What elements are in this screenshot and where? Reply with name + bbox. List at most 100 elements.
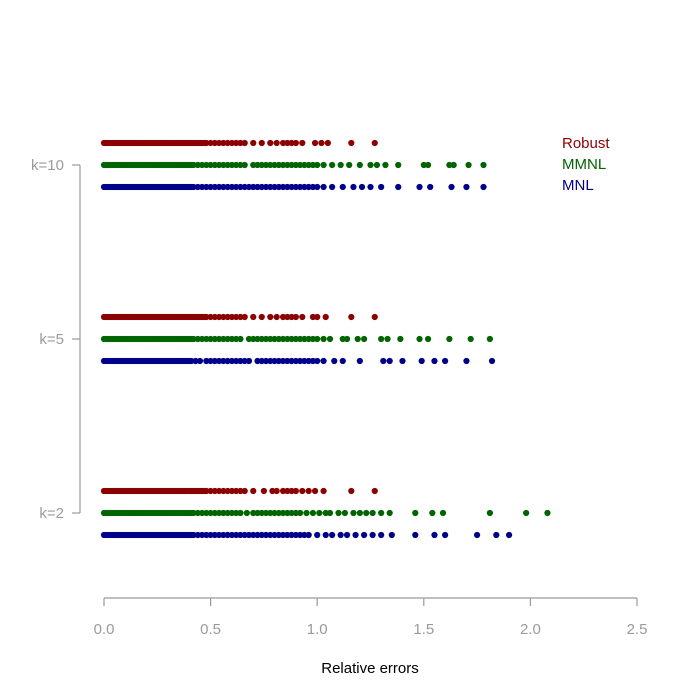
data-point [220,509,227,517]
data-point [352,531,359,539]
data-point [267,335,274,343]
legend-entry-mmnl: MMNL [562,156,606,173]
data-point [245,357,253,365]
data-point [237,161,244,169]
data-point [262,357,270,365]
data-point [190,161,197,169]
data-point [361,531,368,539]
data-point [288,357,295,365]
data-point [367,183,374,191]
data-point [284,313,291,321]
data-point [399,357,406,365]
data-point [363,509,370,517]
data-point [416,335,423,343]
data-point [299,313,306,321]
data-point [311,139,319,147]
data-point [211,509,218,517]
data-point [190,335,197,343]
data-point [297,335,304,343]
data-point [250,183,257,191]
data-point [305,487,312,495]
data-point [233,139,240,147]
data-point [463,357,470,365]
data-point [301,531,308,539]
data-point [273,487,280,495]
series-mnl [100,183,513,539]
data-point [480,161,487,169]
data-point [358,183,366,191]
y-tick-label: k=2 [39,505,64,522]
data-point [384,335,391,343]
data-point [442,357,449,365]
data-point [292,335,299,343]
data-point [309,161,317,169]
data-point [262,531,270,539]
data-point [220,313,227,321]
data-point [284,531,291,539]
data-point [233,183,240,191]
data-point [292,487,299,495]
data-point [371,313,378,321]
series-mmnl [100,161,551,517]
data-point [216,509,223,517]
data-point [220,357,227,365]
data-point [237,531,244,539]
data-point [271,531,278,539]
data-point [262,183,270,191]
data-point [378,509,385,517]
data-point [320,161,327,169]
data-point [258,313,265,321]
data-point [292,509,299,517]
data-point [228,183,236,191]
data-point [305,183,312,191]
data-point [416,183,423,191]
data-point [386,357,393,365]
data-point [241,531,248,539]
data-point [198,183,206,191]
data-point [198,509,206,517]
data-point [386,509,393,517]
data-point [241,161,248,169]
data-point [254,531,261,539]
data-point [412,509,419,517]
data-point [275,357,282,365]
data-point [216,531,223,539]
data-point [356,161,363,169]
data-point [305,161,312,169]
data-point [224,335,231,343]
data-point [279,357,287,365]
data-point [241,487,248,495]
data-point [446,335,453,343]
data-point [309,335,317,343]
data-point [194,531,201,539]
data-point [203,357,210,365]
data-point [339,357,346,365]
data-point [292,139,299,147]
data-point [228,161,236,169]
data-point [378,531,385,539]
data-point [203,487,210,495]
data-point [207,531,214,539]
data-point [301,335,308,343]
data-point [262,335,270,343]
data-point [348,487,355,495]
data-point [322,313,329,321]
data-point [233,531,240,539]
data-point [395,161,402,169]
data-point [350,183,357,191]
data-point [288,531,295,539]
data-point [288,161,295,169]
series-robust [100,139,378,495]
data-point [198,531,206,539]
data-point [271,357,278,365]
data-point [322,531,329,539]
data-point [220,139,227,147]
data-point [207,313,214,321]
data-point [224,139,231,147]
data-point [292,313,299,321]
data-point [356,509,363,517]
data-point [267,161,274,169]
data-point [194,183,201,191]
data-point [275,183,282,191]
